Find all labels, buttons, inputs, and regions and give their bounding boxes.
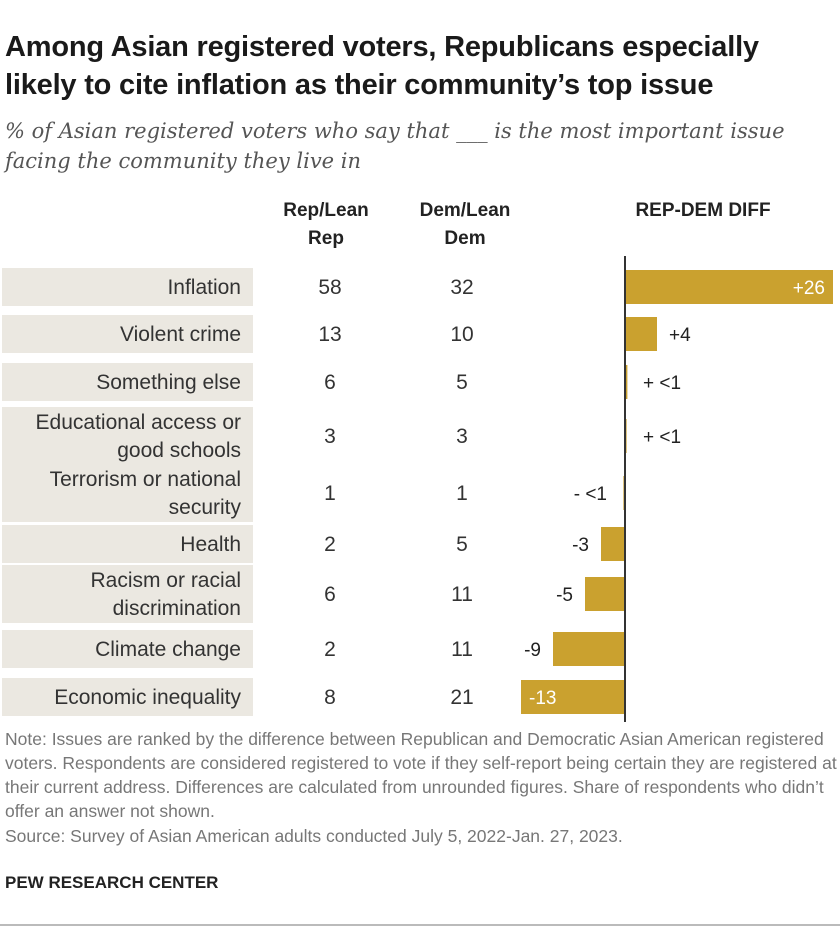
rep-value: 2 (324, 638, 336, 661)
chart-row: Inflation 58 32 +26 (167, 270, 833, 304)
chart-row: Climate change 2 11 -9 (95, 632, 625, 666)
diff-label: -3 (572, 535, 589, 556)
rep-value: 2 (324, 533, 336, 556)
chart-source: Source: Survey of Asian American adults … (5, 826, 623, 846)
rep-value: 13 (318, 323, 341, 346)
diff-bar (625, 365, 628, 399)
rep-value: 6 (324, 583, 336, 606)
rep-value: 3 (324, 425, 336, 448)
rep-value: 8 (324, 686, 336, 709)
diff-label: - <1 (574, 484, 607, 505)
row-band (2, 525, 253, 563)
row-band (2, 464, 253, 522)
chart-row: Economic inequality 8 21 -13 (54, 680, 625, 714)
rep-value: 6 (324, 371, 336, 394)
dem-value: 11 (451, 638, 473, 661)
category-label-line: discrimination (113, 597, 241, 620)
dem-value: 1 (456, 482, 468, 505)
dem-value: 3 (456, 425, 468, 448)
category-label: Educational access or good schools (36, 411, 241, 462)
diff-label: +26 (793, 278, 825, 299)
diff-label: + <1 (643, 373, 681, 394)
rep-header-line2: Rep (308, 228, 344, 249)
category-label-line: Terrorism or national (50, 468, 241, 491)
dem-value: 10 (450, 323, 473, 346)
category-label: Racism or racial discrimination (90, 569, 241, 620)
category-label: Terrorism or national security (50, 468, 242, 519)
chart-note: Note: Issues are ranked by the differenc… (5, 729, 837, 821)
dem-value: 11 (451, 583, 473, 606)
dem-header-line1: Dem/Lean (420, 200, 511, 221)
chart-row: Racism or racial discrimination 6 11 -5 (90, 569, 625, 620)
category-label-line: good schools (117, 439, 241, 462)
dem-value: 5 (456, 371, 468, 394)
diverging-bar-chart: Rep/Lean Rep Dem/Lean Dem REP-DEM DIFF I… (2, 200, 833, 722)
org-logo-text: PEW RESEARCH CENTER (5, 873, 219, 892)
category-label: Violent crime (120, 323, 241, 346)
category-label-line: Educational access or (36, 411, 241, 434)
diff-bar (625, 317, 657, 351)
row-band (2, 565, 253, 623)
rep-value: 58 (318, 276, 341, 299)
dem-value: 21 (450, 686, 473, 709)
diff-bar (601, 527, 625, 561)
diff-bar (625, 270, 833, 304)
column-headers: Rep/Lean Rep Dem/Lean Dem REP-DEM DIFF (283, 200, 770, 249)
category-label: Climate change (95, 638, 241, 661)
row-band (2, 678, 253, 716)
rep-header-line1: Rep/Lean (283, 200, 369, 221)
chart-row: Something else 6 5 + <1 (96, 365, 681, 399)
chart-row: Educational access or good schools 3 3 + <1 (36, 411, 682, 462)
dem-value: 5 (456, 533, 468, 556)
diff-bar (585, 577, 625, 611)
diff-label: -5 (556, 585, 573, 606)
category-label: Economic inequality (54, 686, 241, 709)
diff-label: + <1 (643, 427, 681, 448)
chart-title: Among Asian registered voters, Republica… (5, 31, 759, 101)
row-band (2, 407, 253, 465)
chart-row: Health 2 5 -3 (180, 527, 625, 561)
diff-header: REP-DEM DIFF (635, 200, 770, 221)
row-band (2, 363, 253, 401)
category-label-line: security (169, 496, 242, 519)
chart-subtitle: % of Asian registered voters who say tha… (5, 119, 785, 173)
diff-bar (521, 680, 625, 714)
category-label: Something else (96, 371, 241, 394)
chart-row: Violent crime 13 10 +4 (120, 317, 691, 351)
row-band (2, 268, 253, 306)
category-label-line: Racism or racial (90, 569, 241, 592)
chart-row: Terrorism or national security 1 1 - <1 (50, 468, 625, 519)
diff-label: +4 (669, 325, 691, 346)
diff-label: -9 (524, 640, 541, 661)
footer-rule (0, 924, 840, 926)
dem-value: 32 (450, 276, 473, 299)
category-label: Health (180, 533, 241, 556)
dem-header-line2: Dem (444, 228, 485, 249)
rep-value: 1 (324, 482, 336, 505)
row-band (2, 630, 253, 668)
row-band (2, 315, 253, 353)
diff-bar (553, 632, 625, 666)
row-bands (2, 268, 253, 716)
diff-label: -13 (529, 688, 556, 709)
category-label: Inflation (167, 276, 241, 299)
